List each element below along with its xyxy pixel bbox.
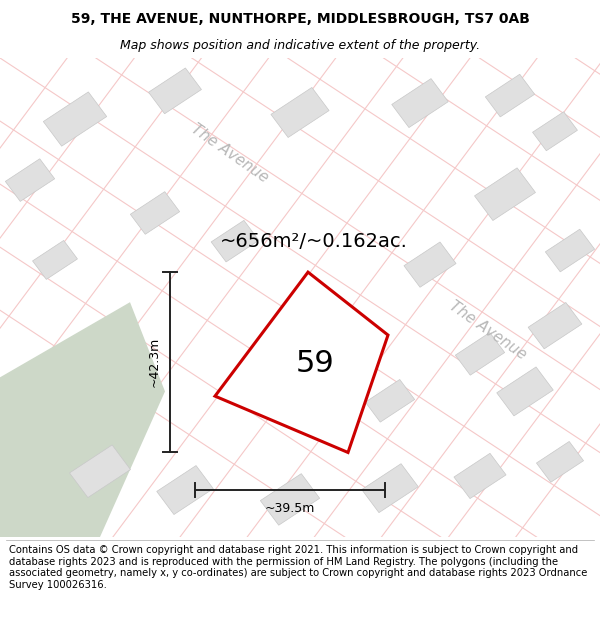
Polygon shape [271,88,329,138]
Text: ~42.3m: ~42.3m [148,337,161,388]
Polygon shape [149,68,202,114]
Polygon shape [454,453,506,499]
Text: ~656m²/~0.162ac.: ~656m²/~0.162ac. [220,232,408,251]
Polygon shape [404,242,456,288]
Text: The Avenue: The Avenue [188,122,271,186]
Polygon shape [528,302,582,349]
Polygon shape [0,302,165,537]
Polygon shape [70,445,130,498]
Polygon shape [215,272,388,452]
Polygon shape [485,74,535,117]
Polygon shape [32,241,77,279]
Polygon shape [497,367,553,416]
Polygon shape [362,464,418,512]
Polygon shape [130,192,179,234]
Text: 59: 59 [295,349,334,379]
Polygon shape [43,92,107,146]
Polygon shape [365,379,415,422]
Text: Contains OS data © Crown copyright and database right 2021. This information is : Contains OS data © Crown copyright and d… [9,545,587,590]
Polygon shape [157,466,213,514]
Text: The Avenue: The Avenue [446,298,529,362]
Text: ~39.5m: ~39.5m [265,503,315,516]
Polygon shape [455,332,505,375]
Polygon shape [260,474,320,525]
Polygon shape [5,159,55,201]
Text: 59, THE AVENUE, NUNTHORPE, MIDDLESBROUGH, TS7 0AB: 59, THE AVENUE, NUNTHORPE, MIDDLESBROUGH… [71,12,529,26]
Polygon shape [545,229,595,272]
Polygon shape [533,112,577,151]
Polygon shape [475,168,535,221]
Text: Map shows position and indicative extent of the property.: Map shows position and indicative extent… [120,39,480,52]
Polygon shape [211,221,259,262]
Polygon shape [536,441,584,483]
Polygon shape [392,79,448,128]
